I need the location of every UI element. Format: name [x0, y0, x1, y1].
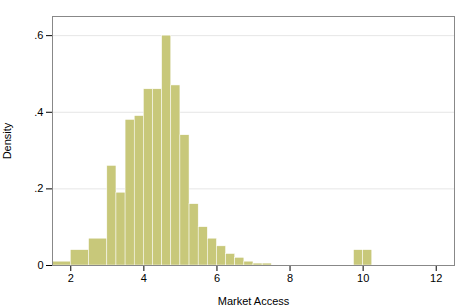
svg-text:12: 12: [430, 272, 442, 284]
svg-text:Market Access: Market Access: [218, 295, 290, 307]
svg-text:8: 8: [287, 272, 293, 284]
svg-text:.2: .2: [34, 182, 43, 194]
svg-text:.6: .6: [34, 29, 43, 41]
svg-text:4: 4: [141, 272, 147, 284]
svg-text:0: 0: [37, 259, 43, 271]
svg-text:6: 6: [214, 272, 220, 284]
svg-text:10: 10: [357, 272, 369, 284]
svg-text:.4: .4: [34, 106, 43, 118]
svg-text:Density: Density: [1, 122, 13, 159]
svg-text:2: 2: [68, 272, 74, 284]
